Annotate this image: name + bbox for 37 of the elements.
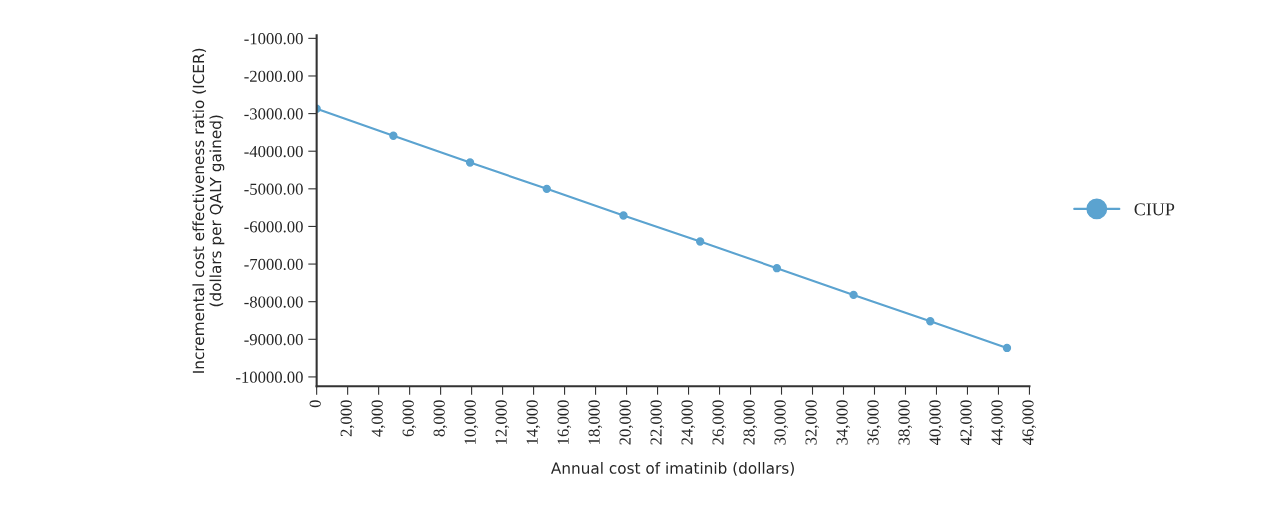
x-tick-label: 20,000	[619, 400, 634, 445]
y-axis-title: Incremental cost effectiveness ratio (ICER) (dollars per QALY gained)	[192, 48, 225, 373]
x-tick-label: 12,000	[495, 400, 510, 444]
y-tick-label: -6000.00	[244, 221, 303, 233]
y-tick-label: -5000.00	[244, 183, 303, 195]
x-tick-label: 36,000	[867, 400, 882, 445]
y-tick-label: -2000.00	[244, 70, 303, 82]
x-tick-label: 8,000	[433, 400, 448, 437]
x-axis-title: Annual cost of imatinib (dollars)	[550, 462, 794, 476]
x-tick-label: 6,000	[402, 400, 417, 437]
y-tick-label: -1000.00	[244, 33, 303, 45]
x-tick-label: 44,000	[991, 400, 1006, 446]
x-tick-label: 10,000	[464, 400, 479, 444]
x-tick-label: 38,000	[898, 400, 913, 445]
x-tick-label: 4,000	[371, 400, 386, 437]
y-tick-label: -7000.00	[244, 258, 303, 271]
x-tick-label: 16,000	[557, 400, 572, 444]
x-tick-label: 18,000	[588, 400, 603, 444]
x-tick-label: 34,000	[836, 400, 851, 445]
y-tick-label: -8000.00	[244, 296, 303, 308]
x-tick-label: 28,000	[743, 400, 758, 445]
x-tick-label: 42,000	[960, 400, 975, 446]
x-tick-label: 14,000	[526, 400, 541, 444]
x-tick-label: 2,000	[340, 400, 355, 437]
x-tick-label: 22,000	[650, 400, 665, 445]
x-tick-label: 46,000	[1022, 400, 1037, 446]
x-tick-label: 0	[309, 400, 321, 408]
x-tick-label: 32,000	[805, 400, 820, 445]
x-tick-label: 24,000	[681, 400, 696, 445]
legend-label: CIUP	[1134, 203, 1175, 216]
x-tick-label: 26,000	[712, 400, 727, 445]
y-tick-label: -9000.00	[244, 334, 303, 346]
y-tick-label: -3000.00	[244, 108, 303, 120]
y-tick-label: -4000.00	[244, 145, 303, 158]
x-tick-label: 30,000	[774, 400, 789, 445]
x-tick-label: 40,000	[929, 400, 944, 446]
y-tick-label: -10000.00	[236, 371, 303, 383]
